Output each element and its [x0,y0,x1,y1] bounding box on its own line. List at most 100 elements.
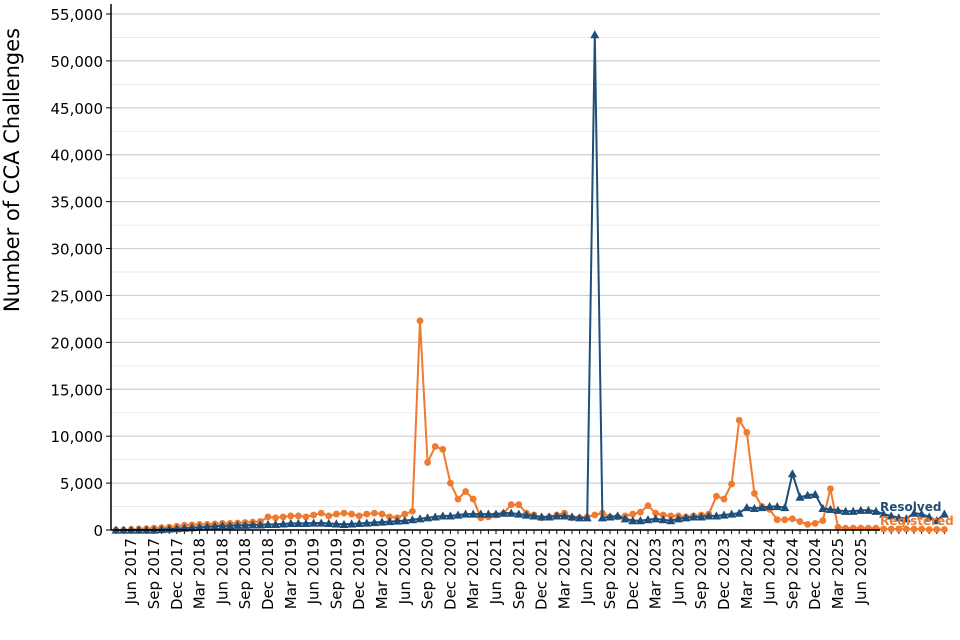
data-point-resolved [818,503,828,513]
data-point-registered [819,517,827,525]
data-point-registered [728,480,735,488]
data-point-resolved [438,511,448,520]
data-point-resolved [605,512,615,521]
data-point-resolved [286,518,296,528]
data-point-resolved [886,511,896,520]
data-point-resolved [217,521,227,530]
data-point-registered [804,520,811,528]
data-point-registered [933,526,941,533]
data-point-resolved [658,515,668,524]
data-point-resolved [582,513,592,522]
y-tick-label: 20,000 [51,334,104,352]
data-point-resolved [894,513,904,522]
data-point-resolved [787,469,797,478]
series-layer [111,30,949,534]
data-point-resolved [195,522,205,531]
data-point-registered [340,509,348,517]
data-point-resolved [499,508,509,517]
data-point-resolved [339,519,349,528]
data-point-registered [880,525,887,533]
data-point-resolved [362,518,372,527]
data-point-resolved [491,509,501,518]
y-tick-label: 15,000 [51,381,104,399]
data-point-registered [454,495,462,503]
data-point-resolved [924,512,934,521]
x-tick-label: Sep 2019 [327,538,345,609]
x-tick-label: Mar 2018 [191,538,209,609]
data-point-resolved [772,502,782,511]
data-point-resolved [202,522,212,531]
data-point-resolved [575,513,585,522]
data-point-resolved [157,525,167,534]
data-point-resolved [651,514,661,523]
data-point-registered [416,317,424,325]
data-point-registered [925,526,933,533]
data-point-resolved [666,516,676,525]
data-point-resolved [711,511,721,520]
x-tick-label: Jun 2021 [487,538,505,605]
data-point-resolved [407,515,417,524]
data-point-resolved [316,518,326,527]
data-point-resolved [309,518,319,527]
data-point-registered [325,512,333,520]
x-tick-label: Dec 2018 [259,538,277,610]
x-tick-label: Mar 2023 [647,538,665,609]
data-point-registered [659,511,667,519]
data-point-resolved [225,521,235,530]
y-tick-label: 10,000 [51,428,104,446]
data-point-resolved [681,513,691,522]
data-point-resolved [871,506,881,515]
y-tick-label: 55,000 [51,6,104,24]
data-point-resolved [795,492,805,501]
data-point-resolved [597,513,607,522]
data-point-registered [781,516,789,524]
data-point-resolved [765,502,775,511]
data-point-resolved [689,512,699,521]
data-point-registered [811,520,819,527]
data-point-registered [447,479,454,487]
x-tick-label: Dec 2017 [168,538,186,610]
data-point-registered [279,513,287,521]
data-point-resolved [248,520,258,529]
x-tick-label: Jun 2025 [852,538,870,605]
x-tick-label: Dec 2019 [350,538,368,610]
data-point-registered [469,495,477,503]
data-point-resolved [537,512,547,521]
data-point-resolved [233,520,243,529]
data-point-registered [302,513,310,521]
data-point-resolved [324,518,334,528]
data-point-resolved [704,511,714,520]
data-point-resolved [673,514,683,523]
data-point-registered [887,525,895,533]
data-point-resolved [590,30,600,39]
x-tick-label: Jun 2017 [122,538,140,605]
legend-label-registered: Registered [880,514,954,528]
data-point-resolved [263,519,273,528]
data-point-registered [264,513,272,521]
data-point-registered [317,509,325,517]
data-point-resolved [354,518,364,528]
data-point-registered [424,459,431,466]
series-line-registered [116,319,945,531]
data-point-registered [371,509,378,517]
data-point-resolved [377,517,387,526]
data-point-registered [507,501,515,509]
data-point-resolved [749,503,759,513]
data-point-registered [363,510,371,518]
data-point-resolved [757,502,767,512]
data-point-resolved [453,510,463,519]
data-point-resolved [628,516,638,525]
x-tick-label: Dec 2024 [806,538,824,610]
data-point-resolved [635,516,645,525]
data-point-registered [629,510,637,518]
data-point-registered [713,492,720,500]
data-point-resolved [347,519,357,528]
data-point-resolved [400,516,410,525]
data-point-resolved [392,516,402,525]
data-point-registered [431,443,439,450]
data-point-resolved [825,504,835,513]
data-point-resolved [369,517,379,527]
data-point-registered [348,510,355,518]
x-tick-label: Mar 2024 [738,538,756,609]
